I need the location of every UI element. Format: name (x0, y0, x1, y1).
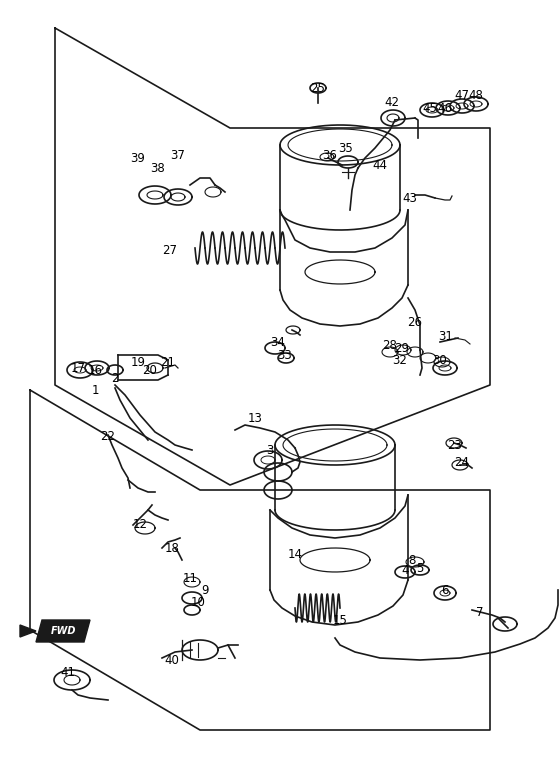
Text: 22: 22 (100, 430, 115, 443)
Text: 13: 13 (248, 411, 263, 424)
Text: 44: 44 (372, 158, 388, 171)
Text: 33: 33 (278, 348, 292, 361)
Text: 3: 3 (267, 443, 274, 456)
Text: 28: 28 (382, 338, 398, 351)
Text: 10: 10 (190, 595, 206, 609)
Text: 30: 30 (433, 354, 447, 367)
Text: 29: 29 (394, 341, 409, 354)
Text: 9: 9 (201, 584, 209, 597)
Text: 18: 18 (165, 542, 179, 555)
Polygon shape (36, 620, 90, 642)
Text: 31: 31 (438, 329, 454, 342)
Text: 45: 45 (423, 101, 437, 114)
Polygon shape (20, 625, 36, 637)
Text: 20: 20 (143, 363, 157, 376)
Text: 25: 25 (311, 82, 325, 94)
Text: 37: 37 (171, 149, 185, 162)
Text: 48: 48 (469, 88, 483, 101)
Text: 26: 26 (408, 315, 422, 328)
Text: FWD: FWD (52, 626, 77, 636)
Text: 21: 21 (161, 356, 175, 369)
Text: 40: 40 (165, 654, 179, 667)
Text: 19: 19 (130, 356, 146, 369)
Text: 34: 34 (270, 335, 286, 348)
Text: 41: 41 (60, 665, 76, 678)
Text: 43: 43 (403, 191, 417, 204)
Text: 14: 14 (287, 549, 302, 562)
Text: 35: 35 (339, 142, 353, 155)
Text: 47: 47 (455, 88, 469, 101)
Text: 46: 46 (437, 101, 452, 114)
Text: 16: 16 (87, 363, 102, 376)
Text: 7: 7 (476, 606, 484, 619)
Text: 36: 36 (323, 149, 338, 162)
Text: 4: 4 (402, 564, 409, 577)
Text: 11: 11 (183, 572, 198, 584)
Text: 17: 17 (71, 361, 86, 374)
Text: 38: 38 (151, 162, 165, 174)
Text: 1: 1 (91, 383, 99, 396)
Text: 2: 2 (111, 372, 119, 385)
Text: 15: 15 (333, 613, 347, 626)
Text: 8: 8 (408, 553, 416, 566)
Text: 42: 42 (385, 95, 399, 108)
Text: 39: 39 (130, 152, 146, 165)
Text: 12: 12 (133, 518, 147, 532)
Text: 27: 27 (162, 244, 178, 257)
Text: 23: 23 (447, 438, 463, 452)
Text: 5: 5 (416, 562, 424, 575)
Text: 6: 6 (441, 584, 449, 597)
Text: 24: 24 (455, 456, 469, 469)
Text: 32: 32 (393, 354, 408, 367)
